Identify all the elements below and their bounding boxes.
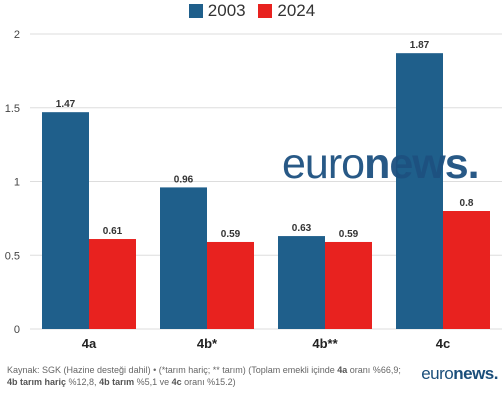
legend-swatch-2003 xyxy=(188,4,203,18)
source-note: Kaynak: SGK (Hazine desteği dahil) • (*t… xyxy=(7,365,401,387)
data-label: 0.59 xyxy=(339,229,359,240)
data-label: 0.61 xyxy=(103,226,123,237)
y-tick-label: 1 xyxy=(14,177,20,189)
legend-label-2003: 2003 xyxy=(207,1,246,20)
x-tick-label: 4b** xyxy=(312,336,338,351)
legend-label-2024: 2024 xyxy=(277,1,316,20)
data-label: 0.96 xyxy=(174,174,194,185)
legend-item-2003[interactable]: 2003 xyxy=(188,1,246,21)
bar-2024-3 xyxy=(443,211,490,329)
bar-2003-2 xyxy=(278,236,325,329)
data-label: 0.63 xyxy=(292,223,312,234)
euronews-logo: euronews. xyxy=(421,364,498,383)
legend-swatch-2024 xyxy=(258,4,273,18)
bar-2024-2 xyxy=(325,241,372,329)
legend: 2003 2024 xyxy=(0,1,504,23)
data-label: 1.47 xyxy=(56,99,76,110)
bar-2003-0 xyxy=(42,112,89,329)
bar-2024-0 xyxy=(89,239,136,329)
legend-item-2024[interactable]: 2024 xyxy=(258,1,315,21)
y-tick-label: 0.5 xyxy=(5,250,20,262)
y-tick-label: 2 xyxy=(14,29,20,41)
y-tick-label: 1.5 xyxy=(5,103,20,115)
data-label: 0.8 xyxy=(460,198,474,209)
x-tick-label: 4c xyxy=(436,336,450,351)
bar-2003-1 xyxy=(160,187,207,329)
bar-2003-3 xyxy=(396,53,443,330)
bar-chart: 0 0.5 1 1.5 2 1.47 0.61 4a 0.96 0.59 4b* 0.63 0.59 4b… xyxy=(5,29,502,351)
data-label: 1.87 xyxy=(410,40,430,51)
x-tick-label: 4a xyxy=(82,336,97,351)
x-tick-label: 4b* xyxy=(197,336,218,351)
bar-2024-1 xyxy=(207,241,254,329)
data-label: 0.59 xyxy=(221,229,241,240)
y-tick-label: 0 xyxy=(14,324,20,336)
euronews-watermark: euronews. xyxy=(282,140,480,188)
